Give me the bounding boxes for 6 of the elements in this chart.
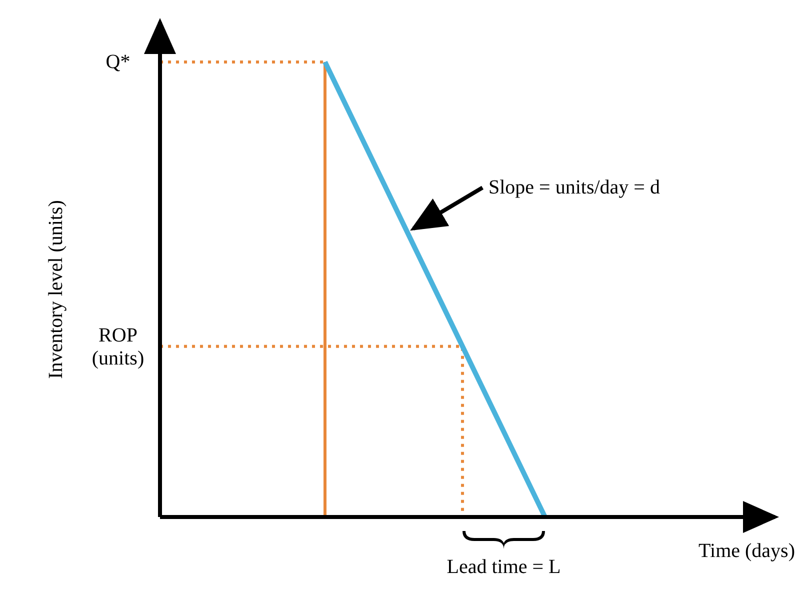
x-axis-title: Time (days) xyxy=(698,540,795,562)
y-axis-title: Inventory level (units) xyxy=(45,200,67,379)
annotation: Slope = units/day = d xyxy=(488,176,660,199)
ref-line-label: ROP (units) xyxy=(92,324,144,370)
ref-line-label: Q* xyxy=(106,51,130,73)
text: Lead time = L xyxy=(446,556,561,578)
